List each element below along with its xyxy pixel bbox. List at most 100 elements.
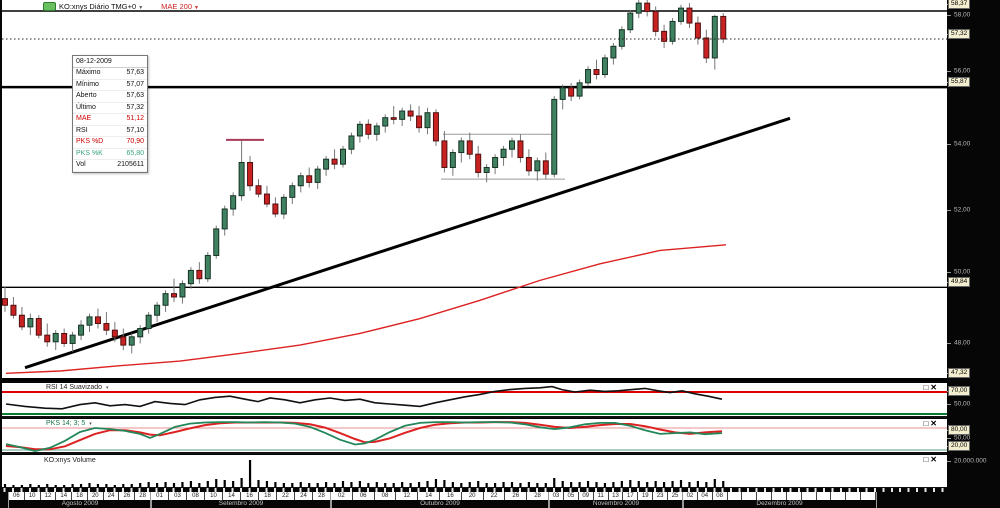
day-cell: 18 (259, 492, 277, 500)
volume-bar (519, 483, 522, 487)
month-segment: 02 06 08 12 14 16 20 22 26 28 Outubro 2009 (330, 492, 550, 508)
volume-bar (189, 481, 192, 487)
candle-body (694, 22, 701, 39)
price-label-boxed: 70,00 (948, 386, 971, 396)
symbol-selector[interactable]: KO:xnys Diário TMG+0 ▼ (59, 2, 143, 11)
price-label: 50,00 (954, 400, 971, 408)
volume-bar (130, 484, 133, 487)
pks-stochastic-panel[interactable]: PKS 14; 3; 5 ▾ □✕ (2, 419, 947, 454)
day-cell (772, 492, 787, 500)
candle-body (331, 158, 338, 165)
candle-body (69, 334, 76, 344)
candle-body (247, 162, 254, 187)
volume-bar (401, 482, 404, 487)
price-label: 58,00 (954, 11, 971, 19)
volume-bar (392, 483, 395, 487)
candle-body (458, 140, 465, 154)
candle-body (213, 228, 220, 256)
rsi-indicator-panel[interactable]: RSI 14 Suavizado ▾ □✕ (2, 383, 947, 418)
price-label-boxed: 55,87 (948, 77, 971, 87)
candle-body (297, 175, 304, 187)
tooltip-row: RSI 57,10 (73, 126, 147, 137)
day-cell: 13 (608, 492, 624, 500)
chevron-down-icon: ▾ (89, 421, 92, 427)
candle-body (162, 293, 169, 306)
candle-body (314, 168, 321, 183)
rsi-line (5, 385, 723, 410)
candle-body (534, 160, 541, 172)
candle-body (145, 314, 152, 330)
price-chart-panel[interactable]: KO:xnys Diário TMG+0 ▼ MAE 200 ▼ 08-12-200… (2, 0, 947, 381)
pks-panel-selector[interactable]: PKS 14; 3; 5 ▾ (46, 420, 92, 427)
candle-body (399, 110, 406, 120)
candle-body (230, 195, 237, 210)
candle-body (111, 329, 118, 338)
minimize-button[interactable]: □ (923, 383, 931, 392)
day-cell: 06 (9, 492, 25, 500)
volume-bar (460, 483, 463, 487)
volume-bar (164, 482, 167, 487)
volume-bar (688, 482, 691, 487)
candle-body (568, 87, 575, 97)
volume-bar (451, 482, 454, 487)
price-label: 20.000.000 (954, 457, 987, 465)
rsi-panel-selector[interactable]: RSI 14 Suavizado ▾ (46, 384, 109, 391)
day-cell (861, 492, 876, 500)
candle-body (618, 29, 625, 47)
month-segment: 01 03 08 10 14 16 18 22 24 28 Setembro 2009 (150, 492, 332, 508)
volume-bar (240, 478, 243, 487)
volume-bar (443, 480, 446, 487)
close-button[interactable]: ✕ (930, 383, 939, 392)
volume-bar (113, 485, 116, 487)
ohlc-tooltip: 08-12-2009 Máximo 57,63 Mínimo 57,07 Aberto 5… (72, 55, 148, 173)
day-cell: 28 (527, 492, 549, 500)
volume-bar (282, 483, 285, 487)
volume-bar (367, 483, 370, 487)
mae-overlay-label: MAE 200 (161, 1, 192, 11)
day-cell: 02 (331, 492, 353, 500)
day-cell: 08 (187, 492, 205, 500)
tooltip-row: Mínimo 57,07 (73, 80, 147, 91)
axis-tick (947, 461, 951, 462)
volume-panel[interactable]: KO:xnys Volume □✕ (2, 455, 947, 488)
volume-bar (502, 482, 505, 487)
volume-bar (586, 481, 590, 487)
date-axis[interactable]: 06 10 12 14 18 20 24 26 28 Agosto 2009 01 03 08 10 14 1… (2, 488, 947, 508)
minimize-button[interactable]: □ (923, 455, 931, 464)
candle-body (365, 123, 372, 135)
day-cell: 18 (72, 492, 88, 500)
volume-bar (705, 482, 708, 487)
candle-body (18, 314, 25, 328)
pks-panel-label: PKS 14; 3; 5 (46, 420, 86, 427)
volume-bar (679, 480, 683, 487)
mae-overlay-selector[interactable]: MAE 200 ▼ (161, 2, 199, 11)
day-cell: 22 (483, 492, 506, 500)
volume-bar (553, 478, 556, 487)
day-cell: 05 (563, 492, 579, 500)
month-segment: 02 04 08 Dezembro 2009 (682, 492, 877, 508)
close-button[interactable]: ✕ (930, 419, 939, 428)
rsi-window-buttons: □✕ (923, 383, 939, 392)
volume-bar (612, 482, 615, 487)
candle-body (382, 117, 389, 127)
symbol-label: KO:xnys Diário TMG+0 (59, 1, 137, 11)
candle-body (475, 153, 482, 173)
volume-bar (417, 482, 421, 487)
close-button[interactable]: ✕ (930, 455, 939, 464)
minimize-button[interactable]: □ (923, 419, 931, 428)
candle-body (238, 162, 245, 197)
candle-body (356, 123, 363, 137)
candle-body (179, 283, 186, 298)
volume-bar (527, 482, 530, 487)
candle-body (10, 304, 17, 316)
volume-bar (341, 481, 345, 487)
volume-bar (308, 483, 311, 487)
price-axis[interactable]: 58,37 58,00 57,32 56,00 55,87 54,00 52,00 50,00… (947, 0, 1000, 508)
day-cell: 19 (638, 492, 654, 500)
candle-body (517, 140, 524, 159)
day-cell (727, 492, 743, 500)
volume-bar (477, 481, 480, 487)
day-cell: 12 (40, 492, 57, 500)
month-label: Setembro 2009 (218, 500, 264, 507)
candle-body (78, 324, 85, 336)
